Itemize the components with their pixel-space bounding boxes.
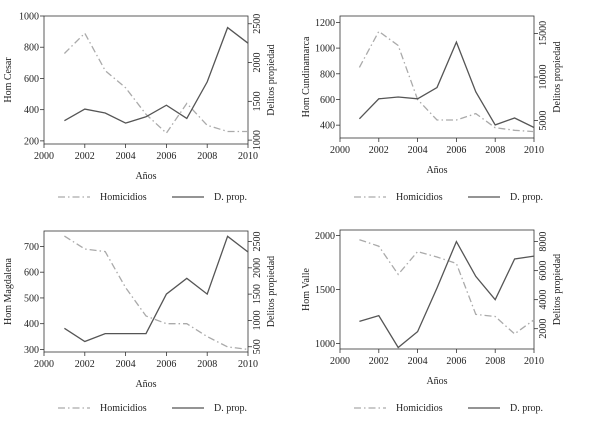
y-left-tick-label: 1000 [315,339,335,350]
x-axis-label: Años [135,379,156,390]
x-tick-label: 2000 [330,356,350,367]
y-left-tick-label: 400 [24,319,39,330]
y-left-tick-label: 2000 [315,231,335,242]
series-homicidios-line [64,235,249,351]
x-tick-label: 2008 [197,151,217,162]
legend-delitos-label: D. prop. [214,192,247,203]
x-tick-label: 2010 [524,145,544,156]
series-delitos-line [358,40,535,129]
x-tick-label: 2004 [408,145,428,156]
series-homicidios-line [63,32,248,135]
y-right-tick-label: 8000 [538,232,549,252]
y-right-tick-label: 1500 [252,91,263,111]
y-left-axis-label: Hom Magdalena [3,257,14,324]
y-right-tick-label: 1500 [252,284,263,304]
x-tick-label: 2000 [34,151,54,162]
plot-frame [43,230,249,353]
y-right-tick-label: 500 [252,339,263,354]
y-right-axis-label: Delitos propiedad [552,41,563,112]
y-left-tick-label: 1200 [315,18,335,29]
y-left-axis-label: Hom Cundinamarca [301,36,312,117]
legend-homicidios-label: Homicidios [100,192,147,203]
y-right-tick-label: 15000 [538,21,549,46]
y-right-tick-label: 2000 [252,53,263,73]
panel-2: 2000 2002 2004 2006 2008 2010 400 600 800 1000 120… [301,15,563,203]
x-tick-label: 2000 [330,145,350,156]
y-right-tick-label: 5000 [538,111,549,131]
x-tick-label: 2004 [116,151,136,162]
legend-homicidios-label: Homicidios [100,403,147,414]
panel-1: 2000 2002 2004 2006 2008 2010 200 400 600 800 1000… [3,12,277,204]
x-tick-label: 2010 [524,356,544,367]
x-tick-label: 2008 [485,145,505,156]
legend-delitos-label: D. prop. [214,403,247,414]
y-right-axis-label: Delitos propiedad [552,254,563,325]
y-right-tick-label: 2000 [252,258,263,278]
series-delitos-line [64,235,249,343]
x-tick-label: 2008 [485,356,505,367]
legend-homicidios-label: Homicidios [396,192,443,203]
x-tick-label: 2010 [238,359,258,370]
y-right-tick-label: 2000 [538,319,549,339]
x-axis-label: Años [426,165,447,176]
y-right-tick-label: 1000 [252,310,263,330]
y-left-tick-label: 700 [24,242,39,253]
x-axis-label: Años [135,171,156,182]
y-right-axis-label: Delitos propiedad [266,256,277,327]
x-tick-label: 2002 [369,145,389,156]
y-left-tick-label: 800 [320,69,335,80]
x-tick-label: 2010 [238,151,258,162]
panel-4: 2000 2002 2004 2006 2008 2010 1000 1500 2000 2000… [301,229,563,414]
series-delitos-line [64,26,249,124]
x-tick-label: 2004 [408,356,428,367]
y-left-tick-label: 1500 [315,285,335,296]
y-left-tick-label: 400 [24,105,39,116]
x-axis-label: Años [426,376,447,387]
y-left-tick-label: 200 [24,136,39,147]
y-right-tick-label: 6000 [538,261,549,281]
y-left-axis-label: Hom Cesar [3,57,14,103]
y-right-tick-label: 1000 [252,130,263,150]
y-left-tick-label: 1000 [315,44,335,55]
y-left-tick-label: 400 [320,121,335,132]
x-tick-label: 2006 [446,145,466,156]
series-homicidios-line [358,30,535,133]
x-tick-label: 2002 [75,359,95,370]
y-right-tick-label: 2500 [252,14,263,34]
y-right-tick-label: 2500 [252,232,263,252]
panel-3: 2000 2002 2004 2006 2008 2010 300 400 500 600 700 5… [3,230,277,414]
y-left-tick-label: 600 [24,268,39,279]
y-left-tick-label: 300 [24,345,39,356]
y-left-axis-label: Hom Valle [301,268,312,311]
x-tick-label: 2008 [197,359,217,370]
y-left-tick-label: 600 [24,74,39,85]
y-right-tick-label: 4000 [538,290,549,310]
legend-homicidios-label: Homicidios [396,403,443,414]
x-tick-label: 2002 [75,151,95,162]
series-homicidios-line [359,239,535,335]
y-left-tick-label: 1000 [19,12,39,23]
x-tick-label: 2006 [156,151,176,162]
y-right-axis-label: Delitos propiedad [266,44,277,115]
plot-frame [43,15,249,145]
y-left-tick-label: 800 [24,43,39,54]
x-tick-label: 2006 [446,356,466,367]
legend-delitos-label: D. prop. [510,192,543,203]
x-tick-label: 2000 [34,359,54,370]
y-left-tick-label: 600 [320,95,335,106]
series-delitos-line [359,240,535,349]
y-right-tick-label: 10000 [538,65,549,90]
y-left-tick-label: 500 [24,293,39,304]
x-tick-label: 2004 [116,359,136,370]
x-tick-label: 2002 [369,356,389,367]
x-tick-label: 2006 [156,359,176,370]
legend-delitos-label: D. prop. [510,403,543,414]
